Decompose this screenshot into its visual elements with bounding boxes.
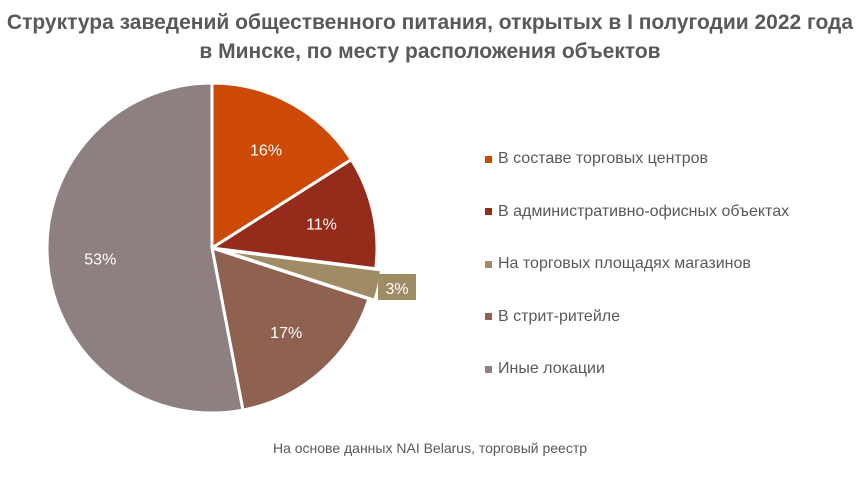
data-label: 16%: [250, 143, 282, 160]
legend-label: На торговых площадях магазинов: [498, 255, 751, 273]
legend-item: В стрит-ритейле: [485, 291, 789, 344]
pie-slice: [210, 81, 354, 251]
pie-slice: [45, 81, 245, 415]
legend-label: Иные локации: [498, 360, 605, 378]
legend-label: В составе торговых центров: [498, 150, 709, 168]
legend-swatch: [485, 365, 492, 373]
legend-item: В административно-офисных объектах: [485, 186, 789, 239]
data-label: 53%: [84, 252, 116, 269]
legend-swatch: [485, 208, 492, 216]
legend-item: В составе торговых центров: [485, 133, 789, 186]
legend-swatch: [485, 260, 492, 268]
legend-swatch: [485, 313, 492, 321]
pie-slice: [207, 157, 379, 271]
legend-label: В административно-офисных объектах: [498, 202, 790, 220]
legend-swatch: [485, 155, 492, 163]
legend-item: На торговых площадях магазинов: [485, 238, 789, 291]
source-note: На основе данных NAI Belarus, торговый р…: [272, 440, 588, 456]
data-label: 17%: [270, 325, 302, 342]
legend-label: В стрит-ритейле: [498, 307, 620, 325]
legend-item: Иные локации: [485, 343, 789, 396]
data-label: 11%: [306, 217, 337, 234]
data-label: 3%: [385, 281, 408, 298]
data-label-box: [378, 273, 417, 300]
chart-title: Структура заведений общественного питани…: [6, 11, 854, 63]
legend: В составе торговых центров В администрати…: [485, 133, 789, 396]
pie-slice: [210, 245, 371, 412]
